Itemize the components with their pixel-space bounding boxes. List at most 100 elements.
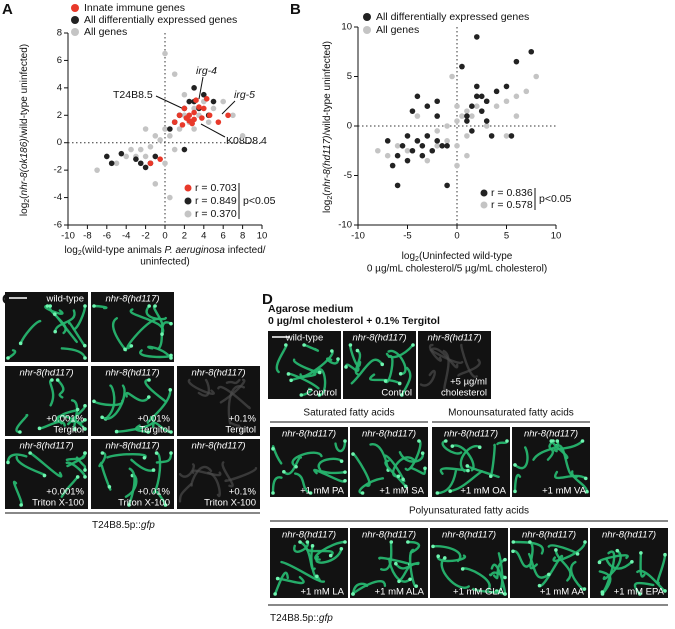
worm-head [417, 439, 421, 443]
worm-head [53, 329, 57, 334]
worm-head [554, 548, 558, 552]
worm-head [83, 468, 87, 472]
worm-head [75, 475, 80, 479]
x-tick-label: 4 [201, 231, 206, 242]
worm-head [48, 304, 53, 308]
data-point [118, 150, 125, 157]
worm [459, 444, 481, 473]
worm-head [289, 378, 293, 383]
worm-head [92, 304, 96, 308]
worm-head [282, 469, 286, 474]
reporter-label: T24B8.5p::gfp [270, 613, 333, 624]
data-point [444, 143, 450, 149]
worm [334, 439, 347, 453]
data-point [157, 156, 163, 162]
data-point [434, 98, 441, 105]
data-point [181, 91, 188, 98]
worm-head [37, 426, 42, 431]
data-point [469, 113, 475, 119]
worm [126, 317, 160, 350]
worm-head [73, 427, 77, 432]
worm-head [50, 378, 54, 382]
worm-head [153, 304, 157, 308]
worm [224, 466, 258, 483]
stat-label: r = 0.836 [491, 187, 533, 199]
worm-head [273, 592, 277, 596]
legend-marker [363, 26, 371, 34]
worm [442, 349, 450, 392]
data-point [176, 126, 183, 132]
worm-head [420, 451, 425, 455]
y-tick-label: 0 [57, 137, 62, 148]
data-point [152, 181, 159, 187]
worm [19, 319, 42, 345]
worm-head [310, 544, 315, 548]
data-point [206, 112, 213, 119]
data-point [199, 115, 205, 121]
worm-head [580, 439, 585, 443]
worm-head [100, 451, 105, 455]
worm-head [511, 549, 515, 554]
worm [53, 309, 76, 333]
x-tick-label: -4 [122, 231, 130, 242]
panel-label: Triton X-100 [32, 498, 84, 509]
worm-head [284, 343, 288, 347]
data-point [474, 93, 480, 100]
data-point [409, 147, 416, 154]
y-tick-label: -4 [54, 192, 62, 203]
worm [457, 358, 481, 377]
group-label: Polyunsaturated fatty acids [409, 506, 529, 517]
worm [130, 458, 155, 472]
worm-head [503, 592, 507, 596]
worm-head [513, 489, 517, 494]
data-point [399, 143, 406, 149]
worm-head [302, 343, 306, 347]
data-point [176, 112, 183, 119]
worm [550, 439, 569, 460]
worm-head [503, 557, 507, 562]
data-point [181, 105, 188, 112]
worm-head [408, 577, 412, 582]
data-point [429, 147, 436, 154]
panel-label: Tergitol [225, 425, 256, 436]
y-tick-label: -5 [344, 170, 352, 181]
worm [217, 385, 251, 410]
worm-head [423, 466, 427, 471]
stat-marker [480, 189, 488, 197]
data-point [147, 160, 154, 167]
data-point [493, 103, 500, 109]
worm-head [513, 463, 517, 467]
worm-head [555, 439, 560, 443]
panel-label: nhr-8(hd117) [282, 429, 336, 440]
worm-head [351, 592, 355, 596]
worm-head [83, 403, 87, 408]
worm-head [435, 491, 440, 495]
micrograph [270, 427, 348, 497]
worm [273, 571, 289, 596]
data-point [503, 133, 510, 139]
data-point [181, 146, 188, 153]
worm-head [442, 556, 447, 560]
data-point [167, 133, 173, 139]
worm-head [400, 393, 404, 397]
panel-label: nhr-8(hd117) [602, 530, 656, 541]
worm-head [160, 332, 164, 336]
x-axis-label: log2(Uninfected wild-type [402, 251, 513, 263]
worm [125, 391, 151, 402]
panel-label: nhr-8(hd117) [105, 294, 159, 305]
worm-head [6, 460, 10, 465]
worm-head [83, 475, 87, 479]
data-point [513, 93, 520, 100]
worm [387, 349, 407, 375]
worm-head [396, 474, 401, 479]
worm [319, 469, 347, 475]
x-tick-label: 10 [257, 231, 268, 242]
worm-head [75, 407, 80, 412]
panel-label: wild-type [46, 294, 85, 305]
worm-head [663, 589, 667, 593]
annotation-line [155, 95, 187, 111]
annotation-line [200, 123, 226, 138]
panel-label: nhr-8(hd117) [105, 368, 159, 379]
data-point [162, 126, 168, 132]
worm-head [18, 341, 23, 346]
